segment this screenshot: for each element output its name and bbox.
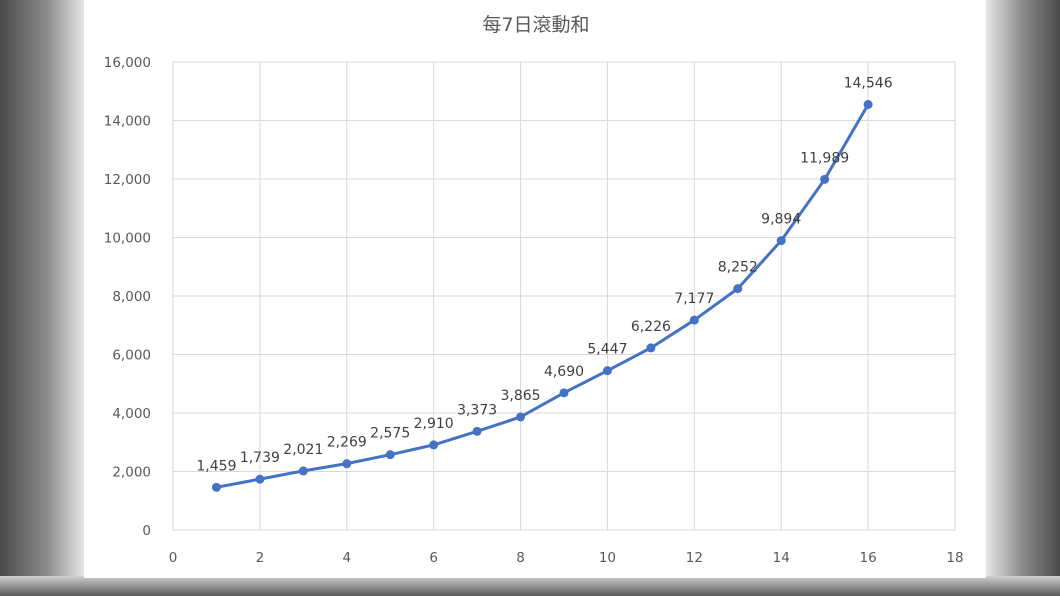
data-point: [689, 315, 699, 325]
x-tick-label: 14: [773, 550, 790, 566]
data-label: 2,021: [283, 442, 323, 458]
data-point: [429, 440, 439, 450]
y-tick-label: 8,000: [112, 289, 151, 305]
x-tick-label: 8: [516, 550, 525, 566]
data-point: [211, 482, 221, 492]
y-tick-label: 4,000: [112, 406, 151, 422]
grid: [172, 61, 956, 531]
x-axis-ticks: 0 2 4 6 8 10 12 14 16 18: [169, 550, 964, 566]
data-point: [472, 426, 482, 436]
data-label: 11,989: [800, 150, 849, 166]
chart-title: 每7日滾動和: [482, 14, 589, 36]
y-tick-label: 16,000: [104, 55, 151, 71]
background-left-edge: [0, 0, 84, 596]
data-point: [385, 450, 395, 460]
series: [211, 100, 873, 492]
data-point: [863, 100, 873, 110]
data-label: 6,226: [631, 319, 671, 335]
x-tick-label: 12: [686, 550, 703, 566]
data-point: [559, 388, 569, 398]
data-label: 4,690: [544, 364, 584, 380]
chart-panel: 每7日滾動和 0 2 4 6 8 10 12 14 16 18 0 2,000 4,000 6,000 8…: [84, 0, 986, 578]
background-bottom-edge: [0, 576, 1060, 596]
data-label: 2,575: [370, 426, 410, 442]
y-tick-label: 2,000: [112, 465, 151, 481]
data-label: 5,447: [587, 342, 627, 358]
data-point: [298, 466, 308, 476]
x-tick-label: 18: [946, 550, 963, 566]
data-point: [646, 343, 656, 353]
x-tick-label: 16: [860, 550, 877, 566]
data-label: 2,910: [414, 416, 454, 432]
data-label: 8,252: [718, 260, 758, 276]
x-tick-label: 4: [342, 550, 351, 566]
data-point: [820, 174, 830, 184]
x-tick-label: 6: [429, 550, 438, 566]
y-axis-ticks: 0 2,000 4,000 6,000 8,000 10,000 12,000 14,000 1…: [104, 55, 151, 539]
y-tick-label: 10,000: [104, 231, 151, 247]
x-tick-label: 0: [169, 550, 178, 566]
y-tick-label: 0: [142, 523, 151, 539]
data-label: 9,894: [761, 212, 801, 228]
y-tick-label: 12,000: [104, 172, 151, 188]
data-label: 7,177: [674, 291, 714, 307]
data-point: [255, 474, 265, 484]
data-point: [342, 459, 352, 469]
data-point: [516, 412, 526, 422]
data-point: [776, 236, 786, 246]
data-label: 3,373: [457, 402, 497, 418]
data-point: [733, 284, 743, 294]
data-label: 3,865: [501, 388, 541, 404]
x-tick-label: 2: [256, 550, 265, 566]
data-label: 1,739: [240, 450, 280, 466]
y-tick-label: 6,000: [112, 348, 151, 364]
data-label: 14,546: [844, 76, 893, 92]
data-label: 1,459: [196, 458, 236, 474]
background-right-edge: [986, 0, 1060, 596]
series-line: [216, 103, 870, 489]
y-tick-label: 14,000: [104, 114, 151, 130]
data-label: 2,269: [327, 435, 367, 451]
line-chart: 每7日滾動和 0 2 4 6 8 10 12 14 16 18 0 2,000 4,000 6,000 8…: [104, 14, 964, 566]
data-point: [602, 366, 612, 376]
x-tick-label: 10: [599, 550, 616, 566]
